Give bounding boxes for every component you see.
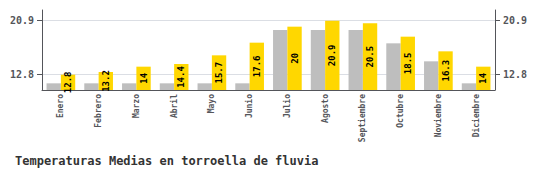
svg-text:Abril: Abril [169,94,179,118]
svg-text:14: 14 [139,72,149,83]
svg-text:Enero: Enero [56,94,65,118]
svg-text:16.3: 16.3 [441,60,451,82]
svg-text:Septiembre: Septiembre [357,94,367,142]
svg-text:13.2: 13.2 [101,70,111,92]
svg-text:12.8: 12.8 [10,69,34,80]
svg-text:Febrero: Febrero [94,94,103,128]
svg-text:17.6: 17.6 [252,55,262,77]
svg-text:20: 20 [290,53,300,64]
svg-text:Mayo: Mayo [207,94,216,113]
svg-text:Junio: Junio [244,94,254,118]
svg-text:Marzo: Marzo [132,94,141,118]
svg-text:14.4: 14.4 [176,66,186,88]
svg-text:20.9: 20.9 [327,44,337,66]
svg-text:Noviembre: Noviembre [433,94,443,138]
svg-text:15.7: 15.7 [214,62,224,84]
svg-text:20.5: 20.5 [365,46,375,68]
svg-text:Diciembre: Diciembre [471,94,481,138]
svg-text:Julio: Julio [282,94,292,118]
svg-text:14: 14 [478,72,488,83]
svg-text:Temperaturas Medias en torroel: Temperaturas Medias en torroella de fluv… [15,154,318,168]
svg-text:18.5: 18.5 [403,52,413,74]
svg-text:12.8: 12.8 [503,69,527,80]
svg-text:Octubre: Octubre [396,94,405,128]
svg-text:20.9: 20.9 [10,15,34,26]
svg-text:12.8: 12.8 [63,71,73,93]
svg-text:Agosto: Agosto [321,94,330,123]
svg-text:20.9: 20.9 [503,15,527,26]
